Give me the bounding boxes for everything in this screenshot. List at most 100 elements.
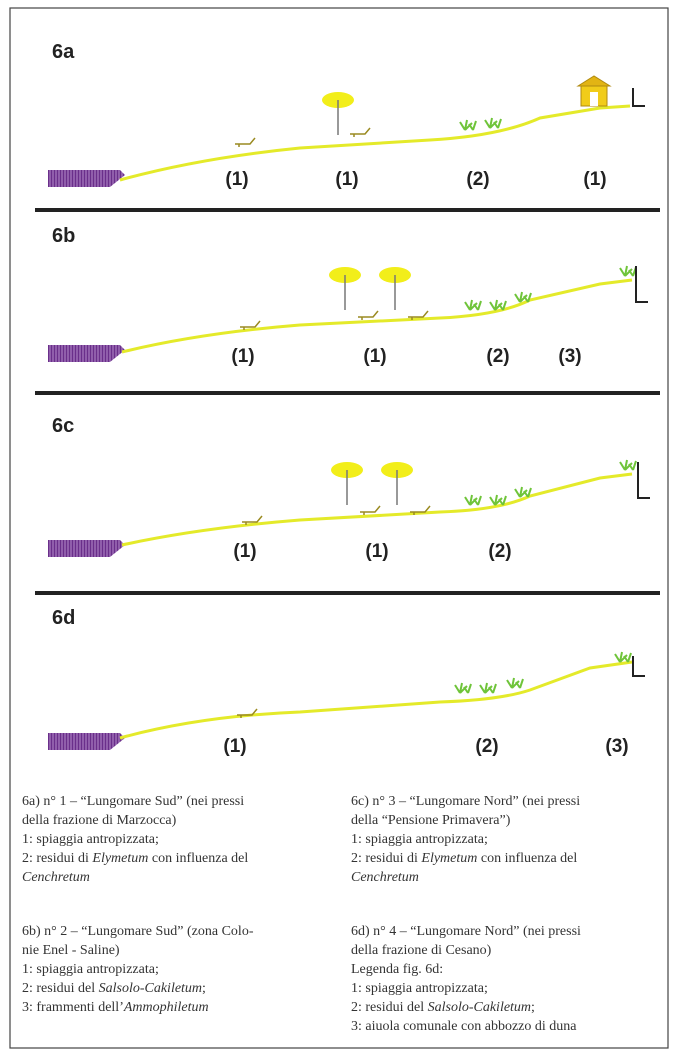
caption-text: ; bbox=[531, 1000, 535, 1015]
deckchair bbox=[358, 311, 378, 320]
caption-line: 6d) n° 4 – “Lungomare Nord” (nei pressi bbox=[351, 924, 581, 939]
wall-mark bbox=[636, 266, 648, 302]
caption-text: Elymetum bbox=[420, 851, 477, 866]
zone-label: (1) bbox=[583, 169, 606, 190]
zone-label: (1) bbox=[363, 346, 386, 367]
plant bbox=[490, 495, 506, 505]
sea bbox=[48, 170, 125, 187]
caption-line: Legenda fig. 6d: bbox=[351, 962, 443, 977]
caption-line: Cenchretum bbox=[22, 870, 90, 885]
caption-text: della frazione di Cesano) bbox=[351, 943, 492, 958]
caption-text: 1: spiaggia antropizzata; bbox=[351, 832, 488, 847]
plant bbox=[485, 118, 501, 128]
sea bbox=[48, 540, 125, 557]
plant bbox=[620, 266, 636, 276]
caption-text: 1: spiaggia antropizzata; bbox=[351, 981, 488, 996]
caption-line: della frazione di Marzocca) bbox=[22, 813, 177, 828]
caption-text: Salsolo-Cakiletum bbox=[428, 1000, 531, 1015]
panel-label: 6d bbox=[52, 607, 75, 629]
zone-label: (1) bbox=[335, 169, 358, 190]
caption-line: 2: residui del Salsolo-Cakiletum; bbox=[22, 981, 206, 996]
plant bbox=[490, 300, 506, 310]
caption-text: 2: residui del bbox=[22, 981, 99, 996]
caption-line: nie Enel - Saline) bbox=[22, 943, 120, 958]
caption-text: 3: frammenti dell’ bbox=[22, 1000, 124, 1015]
caption-line: 2: residui di Elymetum con influenza del bbox=[22, 851, 248, 866]
caption-text: 6d) n° 4 – “Lungomare Nord” (nei pressi bbox=[351, 924, 581, 939]
caption-text: Elymetum bbox=[91, 851, 148, 866]
zone-label: (1) bbox=[231, 346, 254, 367]
caption-text: 3: aiuola comunale con abbozzo di duna bbox=[351, 1019, 577, 1034]
panel-label: 6a bbox=[52, 41, 75, 63]
deckchair bbox=[360, 506, 380, 515]
caption-line: 1: spiaggia antropizzata; bbox=[351, 832, 488, 847]
hut-door bbox=[590, 92, 598, 106]
panel-label: 6c bbox=[52, 415, 74, 437]
caption-line: 1: spiaggia antropizzata; bbox=[351, 981, 488, 996]
panel-label: 6b bbox=[52, 225, 75, 247]
plant bbox=[507, 678, 523, 688]
caption-text: 2: residui del bbox=[351, 1000, 428, 1015]
caption-text: 1: spiaggia antropizzata; bbox=[22, 962, 159, 977]
caption-line: della frazione di Cesano) bbox=[351, 943, 492, 958]
caption-text: Ammophiletum bbox=[123, 1000, 209, 1015]
figure: 6a (1) (1) (2) (1) 6b (1) (1) (2) (3) 6c (1) (1) (2) 6… bbox=[0, 0, 680, 1056]
plant bbox=[465, 300, 481, 310]
caption-text: Salsolo-Cakiletum bbox=[99, 981, 202, 996]
wall-mark bbox=[638, 462, 650, 498]
zone-label: (1) bbox=[365, 541, 388, 562]
caption-line: 6a) n° 1 – “Lungomare Sud” (nei pressi bbox=[22, 794, 244, 809]
sea bbox=[48, 733, 125, 750]
caption-text: 2: residui di bbox=[351, 851, 421, 866]
caption-text: ; bbox=[202, 981, 206, 996]
zone-label: (2) bbox=[486, 346, 509, 367]
caption-text: 6a) n° 1 – “Lungomare Sud” (nei pressi bbox=[22, 794, 244, 809]
plant bbox=[515, 487, 531, 497]
beach-profile bbox=[120, 662, 632, 738]
caption-text: Cenchretum bbox=[351, 870, 419, 885]
caption-text: 6b) n° 2 – “Lungomare Sud” (zona Colo- bbox=[22, 924, 254, 939]
zone-label: (1) bbox=[225, 169, 248, 190]
wall-mark bbox=[633, 88, 645, 106]
deckchair bbox=[235, 138, 255, 147]
beach-profile bbox=[120, 106, 630, 180]
zone-label: (2) bbox=[475, 736, 498, 757]
zone-label: (2) bbox=[488, 541, 511, 562]
plant bbox=[480, 683, 496, 693]
caption-line: 3: frammenti dell’Ammophiletum bbox=[22, 1000, 209, 1015]
caption-line: 1: spiaggia antropizzata; bbox=[22, 962, 159, 977]
caption-text: Cenchretum bbox=[22, 870, 90, 885]
caption-text: 1: spiaggia antropizzata; bbox=[22, 832, 159, 847]
zone-label: (2) bbox=[466, 169, 489, 190]
plant bbox=[615, 652, 631, 662]
plant bbox=[455, 683, 471, 693]
deckchair bbox=[350, 128, 370, 137]
plant bbox=[515, 292, 531, 302]
zone-label: (3) bbox=[605, 736, 628, 757]
caption-line: 1: spiaggia antropizzata; bbox=[22, 832, 159, 847]
caption-text: 6c) n° 3 – “Lungomare Nord” (nei pressi bbox=[351, 794, 580, 809]
zone-label: (1) bbox=[233, 541, 256, 562]
caption-text: Legenda fig. 6d: bbox=[351, 962, 443, 977]
caption-text: nie Enel - Saline) bbox=[22, 943, 120, 958]
caption-line: della “Pensione Primavera”) bbox=[351, 813, 511, 828]
plant bbox=[465, 495, 481, 505]
caption-text: con influenza del bbox=[148, 851, 248, 866]
frame bbox=[10, 8, 668, 1048]
caption-text: con influenza del bbox=[477, 851, 577, 866]
hut bbox=[578, 76, 610, 86]
plant bbox=[620, 460, 636, 470]
zone-label: (3) bbox=[558, 346, 581, 367]
caption-text: della frazione di Marzocca) bbox=[22, 813, 177, 828]
sea bbox=[48, 345, 125, 362]
zone-label: (1) bbox=[223, 736, 246, 757]
beach-profile bbox=[122, 280, 632, 352]
caption-line: 6b) n° 2 – “Lungomare Sud” (zona Colo- bbox=[22, 924, 254, 939]
caption-line: Cenchretum bbox=[351, 870, 419, 885]
caption-line: 6c) n° 3 – “Lungomare Nord” (nei pressi bbox=[351, 794, 580, 809]
caption-text: della “Pensione Primavera”) bbox=[351, 813, 511, 828]
caption-line: 3: aiuola comunale con abbozzo di duna bbox=[351, 1019, 577, 1034]
plant bbox=[460, 120, 476, 130]
caption-line: 2: residui del Salsolo-Cakiletum; bbox=[351, 1000, 535, 1015]
wall-mark bbox=[633, 656, 645, 676]
